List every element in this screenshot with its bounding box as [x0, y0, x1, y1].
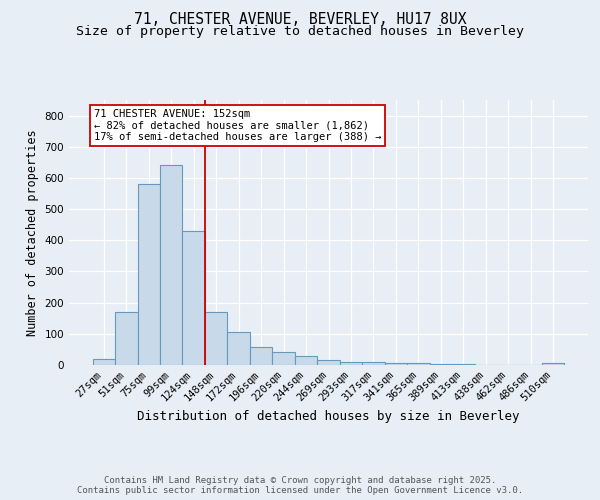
Bar	[407, 364, 430, 365]
Bar	[137, 184, 160, 365]
Bar	[430, 364, 452, 365]
Bar	[160, 166, 182, 365]
X-axis label: Distribution of detached houses by size in Beverley: Distribution of detached houses by size …	[137, 410, 520, 424]
Bar	[115, 312, 137, 365]
Bar	[182, 231, 205, 365]
Text: 71, CHESTER AVENUE, BEVERLEY, HU17 8UX: 71, CHESTER AVENUE, BEVERLEY, HU17 8UX	[134, 12, 466, 28]
Bar	[542, 364, 565, 365]
Bar	[385, 363, 407, 365]
Bar	[317, 360, 340, 365]
Text: Size of property relative to detached houses in Beverley: Size of property relative to detached ho…	[76, 25, 524, 38]
Text: 71 CHESTER AVENUE: 152sqm
← 82% of detached houses are smaller (1,862)
17% of se: 71 CHESTER AVENUE: 152sqm ← 82% of detac…	[94, 108, 381, 142]
Bar	[205, 312, 227, 365]
Text: Contains HM Land Registry data © Crown copyright and database right 2025.
Contai: Contains HM Land Registry data © Crown c…	[77, 476, 523, 495]
Bar	[272, 352, 295, 365]
Bar	[340, 362, 362, 365]
Y-axis label: Number of detached properties: Number of detached properties	[26, 129, 39, 336]
Bar	[295, 356, 317, 365]
Bar	[452, 364, 475, 365]
Bar	[227, 332, 250, 365]
Bar	[92, 359, 115, 365]
Bar	[250, 347, 272, 365]
Bar	[362, 362, 385, 365]
